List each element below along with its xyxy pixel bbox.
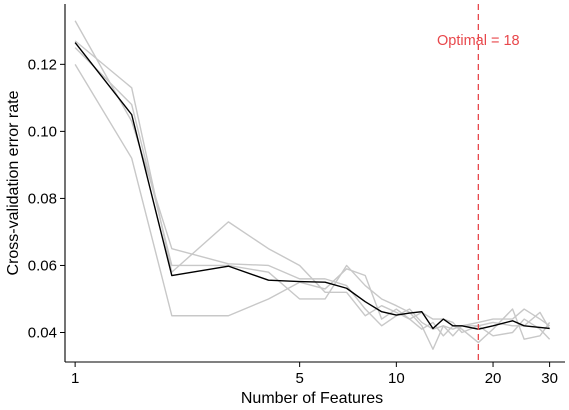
x-ticks: 1 5 10 20 30	[71, 362, 558, 387]
x-tick-label: 10	[388, 370, 405, 387]
x-tick-label: 20	[485, 370, 502, 387]
optimal-annotation: Optimal = 18	[437, 4, 520, 362]
fold-line-4	[74, 40, 551, 344]
fold-lines-layer	[74, 20, 551, 350]
axes-layer	[64, 4, 565, 363]
x-tick-label: 5	[295, 370, 303, 387]
y-tick-label: 0.04	[28, 325, 57, 342]
y-tick-label: 0.12	[28, 56, 57, 73]
y-tick-label: 0.10	[28, 123, 57, 140]
optimal-label: Optimal = 18	[437, 33, 520, 49]
x-tick-label: 1	[71, 370, 79, 387]
x-axis-title: Number of Features	[241, 390, 383, 407]
y-tick-label: 0.06	[28, 257, 57, 274]
x-tick-label: 30	[541, 370, 558, 387]
y-tick-label: 0.08	[28, 190, 57, 207]
mean-line-layer	[74, 42, 550, 330]
y-ticks: 0.04 0.06 0.08 0.10 0.12	[28, 56, 65, 342]
mean-line	[74, 42, 550, 330]
fold-line-1	[74, 20, 551, 337]
y-axis-title: Cross-validation error rate	[5, 90, 22, 275]
